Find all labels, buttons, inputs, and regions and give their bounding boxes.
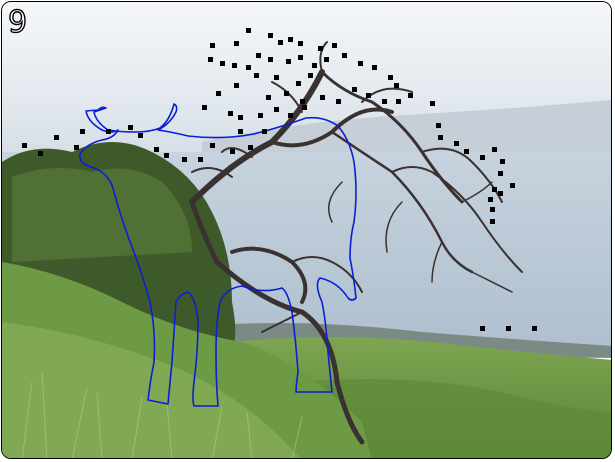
dot-pattern bbox=[22, 28, 537, 331]
hillside-shade bbox=[302, 379, 611, 458]
grass-light bbox=[2, 322, 301, 458]
grass-blades bbox=[21, 371, 303, 458]
bare-tree bbox=[189, 41, 523, 445]
panel-number: 9 bbox=[7, 5, 28, 40]
cow-outline bbox=[78, 103, 357, 407]
bush-left-highlight bbox=[12, 168, 192, 262]
